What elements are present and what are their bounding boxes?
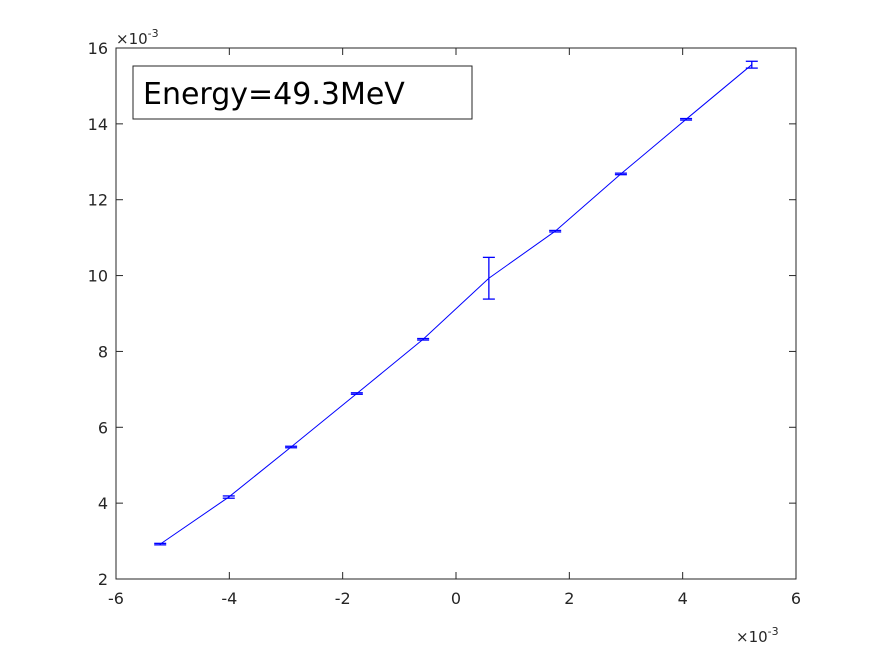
error-bar	[680, 117, 693, 121]
error-bar	[350, 392, 363, 395]
x-tick-label: -2	[335, 589, 351, 608]
x-tick-label: 2	[564, 589, 574, 608]
y-tick-label: 10	[88, 267, 108, 286]
x-tick-label: -6	[108, 589, 124, 608]
y-tick-label: 8	[98, 342, 108, 361]
legend-text: Energy=49.3MeV	[143, 77, 405, 112]
error-bar	[614, 172, 627, 176]
error-bar	[745, 60, 758, 69]
y-exponent: ×10-3	[116, 27, 159, 48]
x-tick-label: 4	[678, 589, 688, 608]
x-exponent: ×10-3	[736, 625, 779, 646]
legend: Energy=49.3MeV	[132, 65, 473, 120]
y-tick-label: 14	[88, 115, 108, 134]
x-tick-label: 0	[451, 589, 461, 608]
error-bar	[417, 337, 430, 341]
series-line	[159, 64, 753, 545]
error-bar	[154, 542, 167, 546]
y-tick-label: 6	[98, 418, 108, 437]
error-bar	[549, 229, 562, 233]
error-bar	[285, 445, 298, 449]
y-tick-label: 16	[88, 39, 108, 58]
y-tick-label: 4	[98, 494, 108, 513]
error-bar	[482, 256, 495, 300]
plot-area	[115, 47, 797, 580]
x-tick-label: -4	[221, 589, 237, 608]
legend-box	[132, 65, 473, 120]
y-tick-label: 2	[98, 570, 108, 589]
y-tick-label: 12	[88, 191, 108, 210]
error-bar	[222, 495, 235, 499]
x-tick-label: 6	[791, 589, 801, 608]
